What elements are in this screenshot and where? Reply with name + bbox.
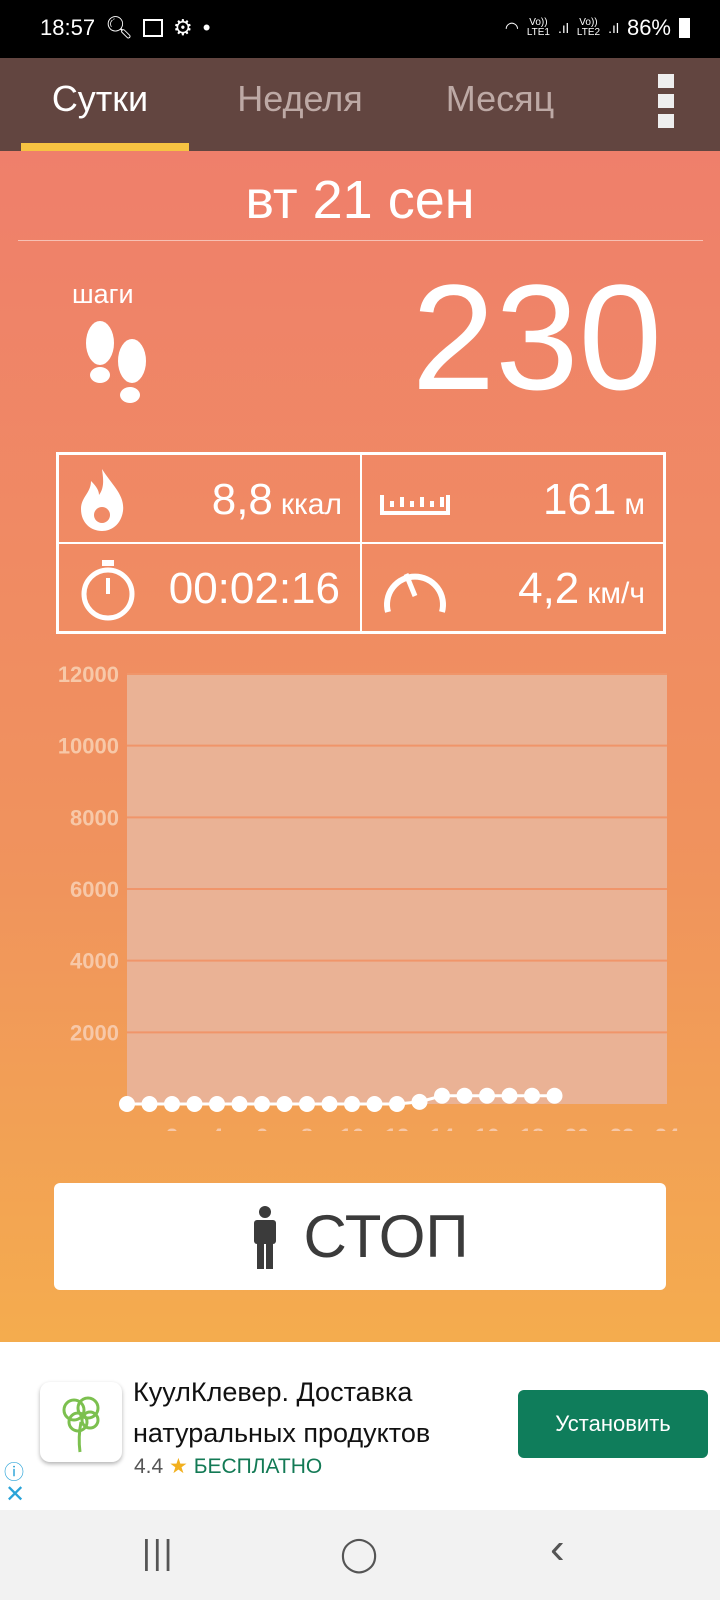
speed-cell: 4,2 км/ч [361, 543, 664, 632]
y-tick-label: 8000 [70, 805, 119, 830]
distance-cell: 161 м [361, 454, 664, 543]
data-point [186, 1096, 203, 1112]
data-point [501, 1087, 518, 1104]
steps-count: 230 [411, 253, 662, 421]
x-tick-label: 6 [256, 1124, 268, 1131]
x-tick-label: 8 [301, 1124, 313, 1131]
sim1-indicator: Vo)) LTE1 [526, 17, 550, 38]
hourly-steps-chart: 2000400060008000100001200024681012141618… [58, 662, 680, 1131]
x-tick-label: 18 [520, 1124, 544, 1131]
clover-logo-icon [62, 1396, 100, 1453]
x-tick-label: 2 [166, 1124, 178, 1131]
data-point [321, 1096, 338, 1112]
data-point [141, 1096, 158, 1112]
x-tick-label: 20 [565, 1124, 589, 1131]
speed-value: 4,2 [518, 564, 580, 613]
period-tabs: Сутки Неделя Месяц [0, 58, 720, 151]
speed-unit: км/ч [587, 577, 645, 610]
search-icon: 🔍︎ [105, 15, 133, 40]
calories-unit: ккал [280, 488, 342, 521]
x-tick-label: 22 [610, 1124, 634, 1131]
stats-grid: 8,8 ккал 161 м 00:02:16 4,2 км/ч [56, 452, 666, 634]
tab-week[interactable]: Неделя [237, 78, 363, 119]
data-point [366, 1096, 383, 1112]
stop-label: СТОП [303, 1203, 469, 1270]
x-tick-label: 4 [211, 1124, 224, 1131]
data-point [411, 1093, 428, 1110]
y-tick-label: 10000 [58, 734, 119, 759]
battery-icon [679, 18, 690, 38]
data-point [479, 1087, 495, 1104]
steps-label: шаги [72, 279, 134, 309]
home-button[interactable]: ◯ [340, 1535, 379, 1573]
flame-icon [81, 469, 124, 531]
data-point [344, 1096, 360, 1112]
status-bar: 18:57 🔍︎ ⚙ • ◠ Vo)) LTE1 .ıl Vo)) LTE2 .ıl… [0, 0, 720, 58]
gallery-icon [143, 19, 163, 37]
data-point [209, 1096, 225, 1112]
speedometer-icon [384, 573, 446, 613]
battery-level: 86% [626, 15, 671, 40]
install-button[interactable]: Установить [518, 1390, 708, 1458]
data-point [164, 1096, 180, 1112]
x-tick-label: 14 [430, 1124, 455, 1131]
ad-rating: 4.4 ★ БЕСПЛАТНО [134, 1455, 323, 1478]
data-point [254, 1096, 270, 1112]
more-menu-icon[interactable] [658, 74, 674, 134]
recents-button[interactable]: ||| [142, 1534, 175, 1572]
x-tick-label: 24 [655, 1124, 680, 1131]
stop-button[interactable]: СТОП [54, 1183, 666, 1290]
data-point [276, 1096, 293, 1112]
x-tick-label: 16 [475, 1124, 499, 1131]
data-point [524, 1087, 540, 1104]
y-tick-label: 12000 [58, 662, 119, 687]
ad-title[interactable]: КуулКлевер. Доставка натуральных продукт… [133, 1377, 431, 1448]
data-point [389, 1096, 405, 1112]
distance-value: 161 [542, 475, 617, 524]
calories-value: 8,8 [211, 475, 273, 524]
ruler-icon [380, 495, 450, 515]
sim2-indicator: Vo)) LTE2 [576, 17, 601, 38]
dot-icon: • [202, 15, 211, 40]
date-title: вт 21 сен [245, 170, 475, 230]
ad-app-icon[interactable] [40, 1382, 122, 1462]
star-icon: ★ [169, 1455, 188, 1478]
tab-day[interactable]: Сутки [0, 58, 200, 151]
tab-month[interactable]: Месяц [445, 78, 555, 119]
wifi-icon: ◠ [504, 20, 519, 37]
back-button[interactable]: ‹ [550, 1524, 565, 1573]
stopwatch-icon [81, 560, 135, 621]
y-tick-label: 2000 [70, 1020, 119, 1045]
signal-icon: .ıl [608, 20, 619, 36]
data-point [434, 1087, 450, 1104]
data-point [546, 1087, 563, 1104]
duration-cell: 00:02:16 [58, 543, 361, 632]
data-point [119, 1096, 135, 1112]
clock: 18:57 [40, 15, 96, 40]
data-point [299, 1096, 315, 1112]
distance-unit: м [624, 488, 645, 521]
divider [18, 240, 703, 241]
ad-info-icon[interactable]: ⓘ [4, 1462, 24, 1484]
footprints-icon [86, 321, 146, 403]
gear-icon: ⚙ [173, 15, 193, 40]
ad-banner[interactable]: КуулКлевер. Доставка натуральных продукт… [0, 1342, 720, 1510]
signal-icon: .ıl [558, 20, 569, 36]
x-tick-label: 10 [340, 1124, 364, 1131]
y-tick-label: 4000 [70, 949, 119, 974]
calories-cell: 8,8 ккал [58, 454, 361, 543]
main-panel: вт 21 сен шаги 230 8,8 ккал 161 м 00:02:16… [0, 151, 720, 1342]
data-point [456, 1087, 473, 1104]
y-tick-label: 6000 [70, 877, 119, 902]
navigation-bar: ||| ◯ ‹ [0, 1510, 720, 1600]
person-icon [254, 1205, 277, 1269]
duration-value: 00:02:16 [168, 564, 340, 613]
ad-close-icon[interactable]: ✕ [5, 1481, 26, 1508]
x-tick-label: 12 [385, 1124, 409, 1131]
data-point [231, 1096, 248, 1112]
